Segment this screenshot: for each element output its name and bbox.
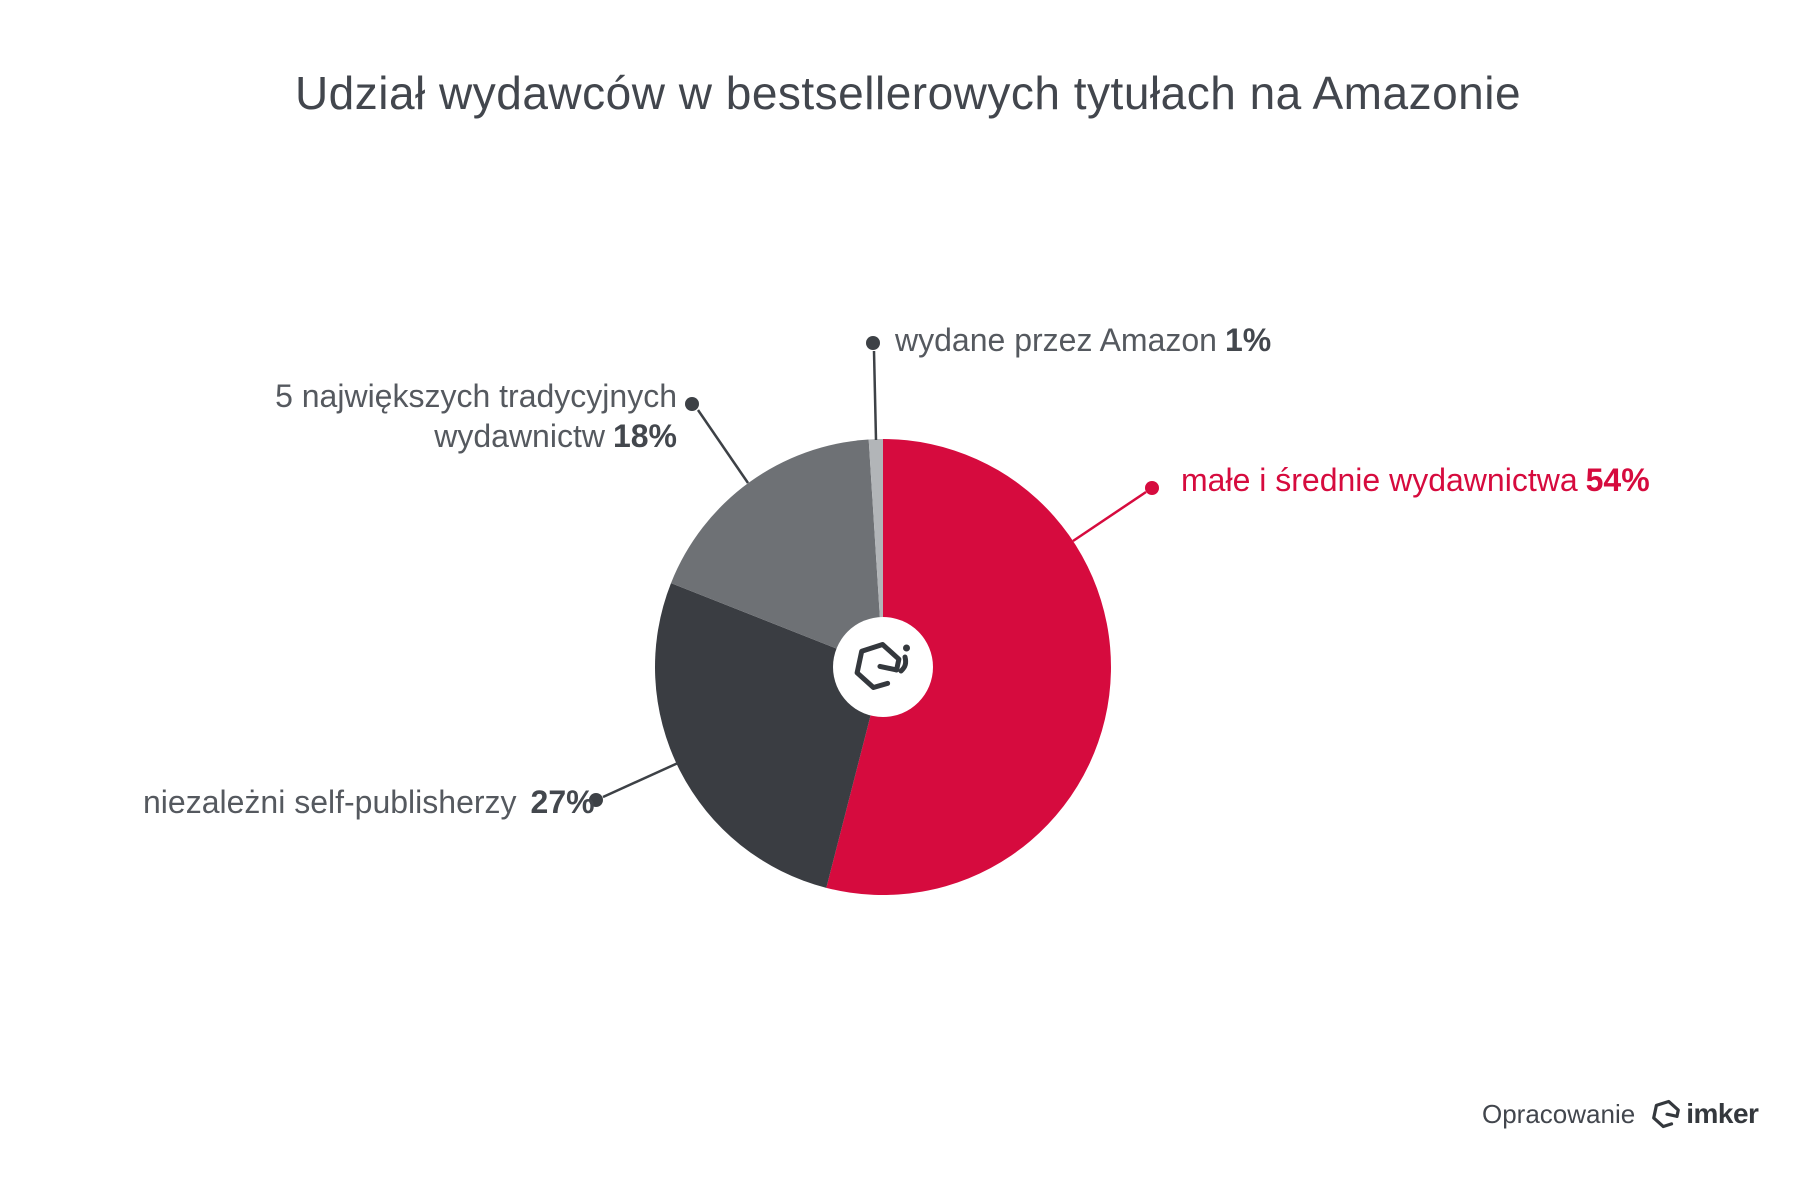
leader-dot-amazon xyxy=(866,336,880,350)
pie-slice-3 xyxy=(671,439,883,667)
callout-top5-line1: 5 największych tradycyjnych xyxy=(275,378,677,414)
callout-top5-line2: wydawnictw xyxy=(434,418,605,454)
callout-amazon-value: 1% xyxy=(1224,322,1272,358)
pie-slice-1 xyxy=(826,439,1111,895)
imker-logo-small-icon xyxy=(1652,1099,1681,1129)
callout-amazon-text: wydane przez Amazon xyxy=(895,322,1217,358)
imker-i-dot xyxy=(903,644,910,652)
imker-hexagon-e-glyph xyxy=(854,641,902,691)
imker-i-stroke xyxy=(898,654,909,674)
callout-top5-value: 18% xyxy=(612,418,677,454)
callout-sme-text: małe i średnie wydawnictwa xyxy=(1181,462,1578,498)
pie-slice-2 xyxy=(654,583,883,888)
leader-line-top5 xyxy=(696,409,750,484)
leader-dot-top5 xyxy=(685,397,699,411)
callout-selfpub-text: niezależni self-publisherzy xyxy=(143,784,517,820)
callout-selfpub-value: 27% xyxy=(530,784,595,820)
imker-logo-icon xyxy=(854,641,910,691)
callout-top5: 5 największych tradycyjnych wydawnictw 18… xyxy=(275,376,677,456)
leader-line-selfpub xyxy=(602,761,679,799)
leader-dot-selfpub xyxy=(589,793,603,807)
attribution: Opracowanie imker xyxy=(1482,1098,1759,1130)
imker-brand-text: imker xyxy=(1686,1098,1759,1129)
leader-line-amazon xyxy=(872,350,878,441)
callout-selfpub: niezależni self-publisherzy 27% xyxy=(143,784,595,821)
leader-dot-sme xyxy=(1145,481,1159,495)
leader-line-sme xyxy=(1072,490,1147,543)
callout-amazon: wydane przez Amazon 1% xyxy=(895,322,1271,359)
attribution-label: Opracowanie xyxy=(1482,1098,1636,1129)
pie-slice-4 xyxy=(868,439,883,667)
imker-brand: imker xyxy=(1648,1098,1759,1130)
callout-sme-value: 54% xyxy=(1585,462,1650,498)
chart-title: Udział wydawców w bestsellerowych tytuła… xyxy=(294,67,1522,119)
callout-sme: małe i średnie wydawnictwa 54% xyxy=(1181,462,1650,499)
